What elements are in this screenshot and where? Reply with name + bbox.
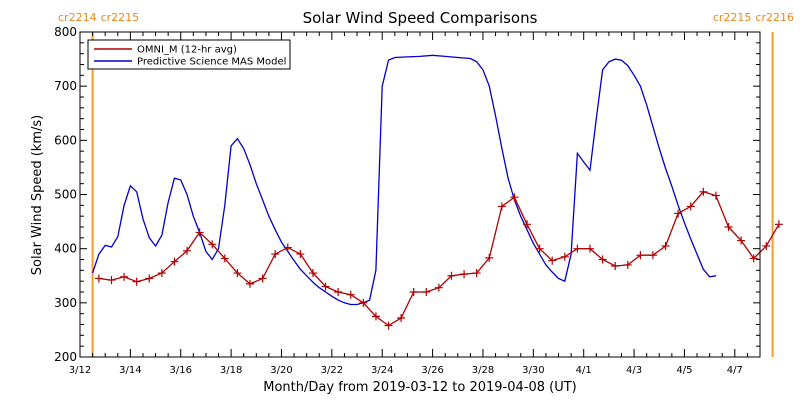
legend: OMNI_M (12-hr avg) Predictive Science MA…: [87, 39, 291, 70]
omni-data-point: [636, 251, 645, 260]
omni-data-point: [359, 298, 368, 307]
omni-data-point: [220, 254, 229, 263]
omni-data-point: [321, 282, 330, 291]
y-tick-label: 800: [54, 25, 77, 39]
x-tick-label: 3/16: [170, 365, 192, 376]
omni-data-point: [434, 283, 443, 292]
x-tick-label: 3/24: [371, 365, 393, 376]
y-tick-label: 200: [54, 350, 77, 364]
omni-data-point: [472, 269, 481, 278]
mas-series-line: [91, 54, 717, 306]
x-tick-label: 4/1: [576, 365, 592, 376]
x-tick-label: 3/28: [472, 365, 494, 376]
omni-data-point: [94, 274, 103, 283]
omni-data-point: [120, 272, 129, 281]
omni-data-point: [586, 244, 594, 253]
y-tick-label: 600: [54, 133, 77, 147]
omni-data-point: [170, 257, 179, 266]
x-tick-label: 3/20: [270, 365, 292, 376]
omni-data-point: [686, 202, 695, 211]
omni-data-point: [598, 255, 607, 264]
x-tick-label: 3/26: [421, 365, 443, 376]
omni-data-point: [573, 244, 582, 253]
legend-label-omni: OMNI_M (12-hr avg): [137, 45, 237, 56]
legend-box: [87, 39, 291, 70]
omni-data-point: [535, 244, 544, 253]
x-tick-label: 3/30: [522, 365, 544, 376]
omni-data-point: [107, 276, 116, 285]
omni-data-point: [334, 288, 343, 296]
omni-data-point: [183, 246, 192, 255]
omni-data-point: [346, 290, 355, 299]
omni-data-point: [460, 270, 469, 279]
omni-data-point: [560, 252, 569, 261]
omni-data-point: [208, 240, 217, 249]
y-tick-label: 500: [54, 188, 77, 202]
legend-label-mas: Predictive Science MAS Model: [137, 57, 286, 68]
omni-data-point: [246, 279, 254, 288]
omni-data-point: [762, 241, 771, 250]
omni-series-line: [98, 191, 780, 327]
omni-data-point: [258, 274, 267, 283]
x-axis-label: Month/Day from 2019-03-12 to 2019-04-08 …: [263, 380, 576, 395]
x-tick-label: 3/14: [119, 365, 141, 376]
carrington-label: cr2214 cr2215: [58, 11, 139, 24]
omni-data-point: [774, 220, 783, 229]
plot-frame: [79, 31, 761, 358]
omni-data-point: [699, 187, 708, 196]
omni-data-point: [497, 202, 506, 211]
omni-data-point: [623, 260, 632, 269]
carrington-label: cr2215 cr2216: [713, 11, 794, 24]
y-axis-label: Solar Wind Speed (km/s): [30, 115, 45, 275]
omni-data-point: [157, 269, 166, 278]
x-tick-label: 4/7: [727, 365, 743, 376]
omni-data-point: [296, 250, 305, 259]
x-tick-label: 4/3: [626, 365, 642, 376]
omni-data-point: [132, 277, 141, 286]
omni-data-point: [724, 223, 733, 231]
omni-data-point: [308, 269, 317, 278]
omni-data-point: [447, 271, 456, 280]
omni-data-point: [611, 262, 620, 270]
omni-data-point: [661, 241, 670, 250]
carrington-markers: cr2214 cr2215 cr2215 cr2216: [58, 11, 794, 357]
omni-data-point: [233, 269, 242, 278]
y-tick-label: 400: [54, 242, 77, 256]
omni-data-point: [371, 312, 380, 321]
omni-data-point: [523, 220, 532, 229]
omni-data-point: [674, 209, 683, 218]
omni-data-point: [145, 274, 154, 283]
omni-data-point: [548, 256, 557, 265]
omni-data-point: [422, 288, 431, 296]
y-tick-label: 700: [54, 79, 77, 93]
axes-ticks: 200 300 400 500 600 700 800 3/12 3/14 3/16 3/18 3/2…: [54, 25, 761, 376]
omni-data-point: [271, 250, 280, 259]
omni-data-point: [648, 251, 657, 260]
carrington-label-next: cr2216: [755, 11, 794, 24]
omni-data-point: [195, 228, 204, 237]
omni-data-point: [749, 254, 758, 263]
omni-data-point: [397, 314, 406, 322]
x-tick-label: 3/12: [69, 365, 91, 376]
y-tick-label: 300: [54, 296, 77, 310]
carrington-label-prev: cr2215: [713, 11, 752, 24]
omni-data-point: [283, 243, 292, 252]
x-tick-label: 4/5: [676, 365, 692, 376]
omni-data-point: [737, 236, 746, 245]
carrington-label-next: cr2215: [101, 11, 140, 24]
carrington-label-prev: cr2214: [58, 11, 97, 24]
series-layer: [91, 54, 783, 330]
omni-data-point: [384, 321, 393, 330]
omni-data-point: [711, 191, 720, 200]
omni-data-point: [485, 253, 494, 262]
x-tick-label: 3/22: [321, 365, 343, 376]
chart-title: Solar Wind Speed Comparisons: [303, 9, 538, 27]
omni-data-point: [409, 288, 418, 296]
omni-data-point: [510, 193, 519, 202]
x-tick-label: 3/18: [220, 365, 242, 376]
